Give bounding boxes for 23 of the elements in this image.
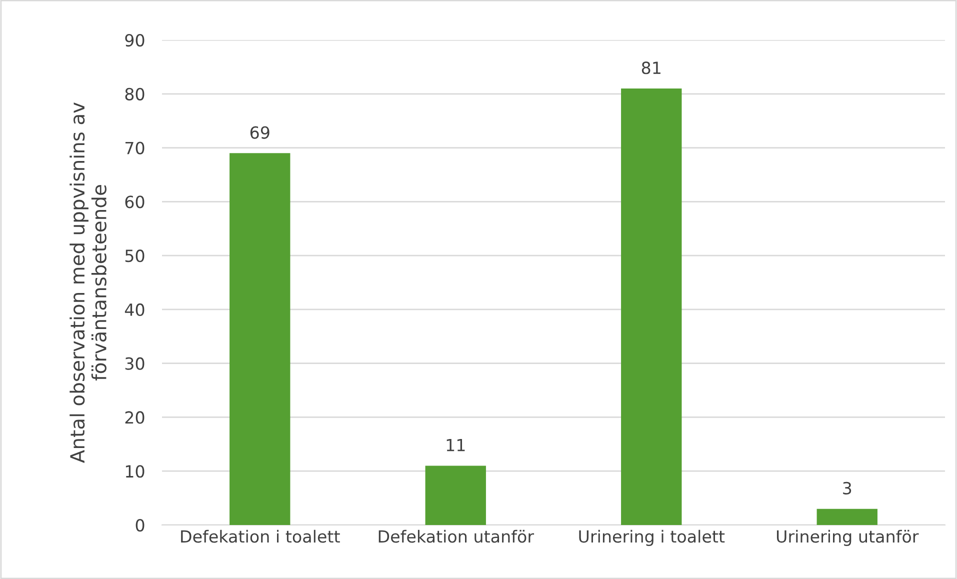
y-tick-label: 90 <box>125 34 144 47</box>
data-label: 11 <box>446 438 465 452</box>
x-tick-label: Defekation utanför <box>378 530 534 543</box>
x-tick-label: Urinering i toalett <box>579 530 725 546</box>
data-label: 69 <box>250 126 270 139</box>
bar <box>230 153 290 525</box>
bar <box>621 88 682 525</box>
x-tick-label: Urinering utanför <box>776 530 919 546</box>
y-tick-label: 60 <box>125 196 144 208</box>
y-tick-label: 80 <box>125 88 144 100</box>
data-label: 81 <box>642 62 660 74</box>
bar <box>425 466 486 525</box>
y-tick-label: 50 <box>125 250 144 262</box>
bar <box>816 508 878 525</box>
data-label: 3 <box>843 482 852 494</box>
x-tick-label: Defekation i toalett <box>181 530 340 543</box>
y-tick-label: 40 <box>124 303 144 316</box>
y-tick-label: 30 <box>125 357 144 370</box>
y-tick-label: 0 <box>136 518 144 532</box>
y-axis-title: Antal observation med uppvisnins av förväntansbeteende <box>70 102 106 463</box>
y-tick-label: 10 <box>126 465 144 478</box>
y-tick-label: 70 <box>125 142 144 154</box>
y-tick-label: 20 <box>125 411 144 424</box>
